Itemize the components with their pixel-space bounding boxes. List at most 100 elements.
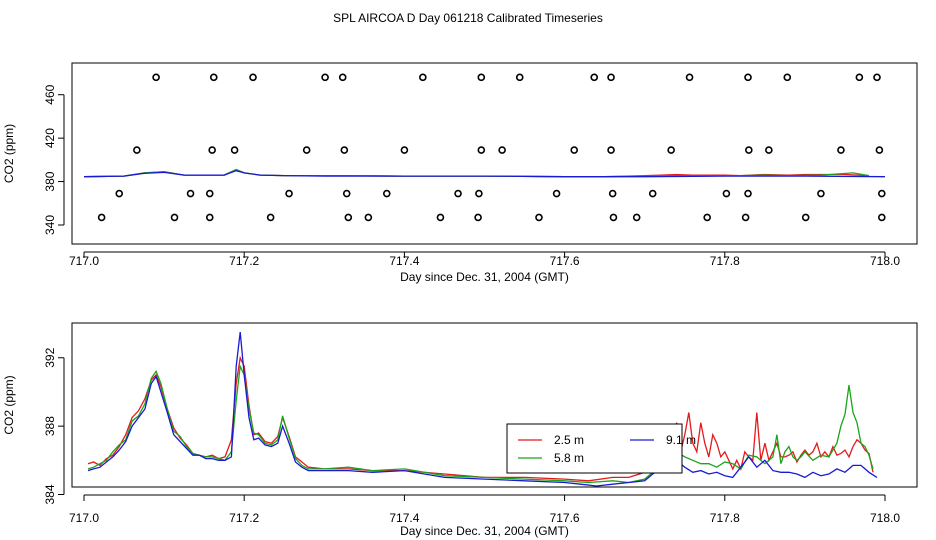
y-tick-label-top: 380 bbox=[43, 171, 57, 191]
scatter-point bbox=[477, 73, 486, 82]
legend-label: 9.1 m bbox=[666, 433, 696, 447]
scatter-point bbox=[338, 73, 347, 82]
scatter-point bbox=[873, 73, 881, 82]
scatter-point bbox=[498, 146, 506, 154]
scatter-point bbox=[632, 213, 641, 222]
scatter-point bbox=[382, 189, 391, 198]
x-axis-label-bottom: Day since Dec. 31, 2004 (GMT) bbox=[400, 524, 569, 538]
scatter-point bbox=[454, 189, 462, 198]
scatter-point bbox=[344, 213, 353, 222]
legend-box bbox=[506, 423, 683, 474]
scatter-point bbox=[475, 189, 483, 198]
scatter-point bbox=[570, 146, 579, 154]
scatter-point bbox=[685, 73, 694, 82]
scatter-point bbox=[340, 146, 349, 154]
plot-frame-bottom bbox=[71, 322, 918, 488]
y-tick-label-top: 340 bbox=[43, 215, 57, 235]
x-tick-label-bottom: 717.4 bbox=[389, 511, 419, 525]
scatter-point bbox=[783, 73, 792, 82]
scatter-point bbox=[765, 146, 773, 154]
series-line-9-1-m bbox=[87, 332, 878, 487]
x-tick-label-bottom: 717.2 bbox=[229, 511, 259, 525]
x-axis-label-top: Day since Dec. 31, 2004 (GMT) bbox=[400, 270, 569, 284]
line-series-blue bbox=[83, 170, 886, 178]
scatter-point bbox=[745, 146, 753, 154]
scatter-point bbox=[97, 213, 106, 222]
scatter-point bbox=[607, 73, 615, 82]
y-tick-label-bottom: 388 bbox=[43, 416, 57, 436]
scatter-point bbox=[722, 189, 731, 198]
scatter-point bbox=[208, 146, 216, 154]
scatter-point bbox=[170, 213, 179, 222]
plot-area-bottom bbox=[87, 332, 878, 487]
scatter-point bbox=[590, 73, 599, 82]
x-tick-label-top: 717.0 bbox=[69, 254, 99, 268]
panel-bottom: 717.0 717.2 717.4 717.6 717.8 718.0 Day since … bbox=[2, 322, 918, 538]
scatter-point bbox=[133, 146, 141, 154]
scatter-point bbox=[535, 213, 543, 222]
scatter-point bbox=[209, 73, 218, 82]
scatter-point bbox=[477, 146, 486, 154]
x-tick-label-top: 717.4 bbox=[389, 254, 419, 268]
scatter-point bbox=[115, 189, 124, 198]
scatter-point bbox=[419, 73, 427, 82]
scatter-point bbox=[436, 213, 445, 222]
x-tick-label-top: 717.8 bbox=[710, 254, 740, 268]
x-tick-label-top: 717.6 bbox=[550, 254, 580, 268]
scatter-point bbox=[230, 146, 239, 154]
scatter-point bbox=[744, 189, 752, 198]
plot-frame-top bbox=[71, 62, 918, 245]
scatter-point bbox=[205, 213, 214, 222]
panel-top: 717.0 717.2 717.4 717.6 717.8 718.0 Day since … bbox=[2, 62, 918, 284]
scatter-point bbox=[608, 189, 617, 198]
scatter-point bbox=[515, 73, 524, 82]
x-tick-label-top: 717.2 bbox=[229, 254, 259, 268]
scatter-point bbox=[321, 73, 329, 82]
series-line-2-5-m bbox=[87, 355, 874, 482]
scatter-point bbox=[205, 189, 214, 198]
scatter-point bbox=[741, 213, 750, 222]
series-line-5-8-m bbox=[87, 363, 874, 484]
scatter-point bbox=[744, 73, 752, 82]
scatter-point bbox=[152, 73, 160, 82]
x-tick-label-bottom: 717.6 bbox=[550, 511, 580, 525]
scatter-point bbox=[877, 213, 886, 222]
figure-title: SPL AIRCOA D Day 061218 Calibrated Times… bbox=[333, 11, 603, 25]
scatter-point bbox=[667, 146, 675, 154]
scatter-point bbox=[875, 146, 884, 154]
legend-label: 5.8 m bbox=[554, 451, 584, 465]
scatter-point bbox=[186, 189, 195, 198]
y-axis-label-bottom: CO2 (ppm) bbox=[2, 375, 16, 434]
scatter-point bbox=[801, 213, 810, 222]
plot-area-top bbox=[83, 73, 886, 222]
scatter-point bbox=[552, 189, 561, 198]
scatter-point bbox=[364, 213, 373, 222]
scatter-point bbox=[837, 146, 845, 154]
x-tick-label-top: 718.0 bbox=[870, 254, 900, 268]
scatter-point bbox=[249, 73, 257, 82]
x-tick-label-bottom: 718.0 bbox=[870, 511, 900, 525]
scatter-point bbox=[817, 189, 825, 198]
y-tick-label-top: 420 bbox=[43, 128, 57, 148]
scatter-point bbox=[609, 213, 618, 222]
y-axis-label-top: CO2 (ppm) bbox=[2, 124, 16, 183]
scatter-point bbox=[607, 146, 615, 154]
y-tick-label-bottom: 384 bbox=[43, 484, 57, 504]
scatter-point bbox=[266, 213, 275, 222]
scatter-point bbox=[474, 213, 482, 222]
x-tick-label-bottom: 717.8 bbox=[710, 511, 740, 525]
scatter-point bbox=[703, 213, 711, 222]
scatter-point bbox=[648, 189, 657, 198]
y-tick-label-bottom: 392 bbox=[43, 347, 57, 367]
scatter-point bbox=[877, 189, 886, 198]
legend-label: 2.5 m bbox=[554, 433, 584, 447]
scatter-point bbox=[285, 189, 293, 198]
y-tick-label-top: 460 bbox=[43, 84, 57, 104]
scatter-point bbox=[400, 146, 409, 154]
x-tick-label-bottom: 717.0 bbox=[69, 511, 99, 525]
scatter-point bbox=[302, 146, 311, 154]
chart-legend: 2.5 m 5.8 m 9.1 m bbox=[506, 423, 696, 474]
scatter-point bbox=[342, 189, 351, 198]
scatter-point bbox=[855, 73, 864, 82]
